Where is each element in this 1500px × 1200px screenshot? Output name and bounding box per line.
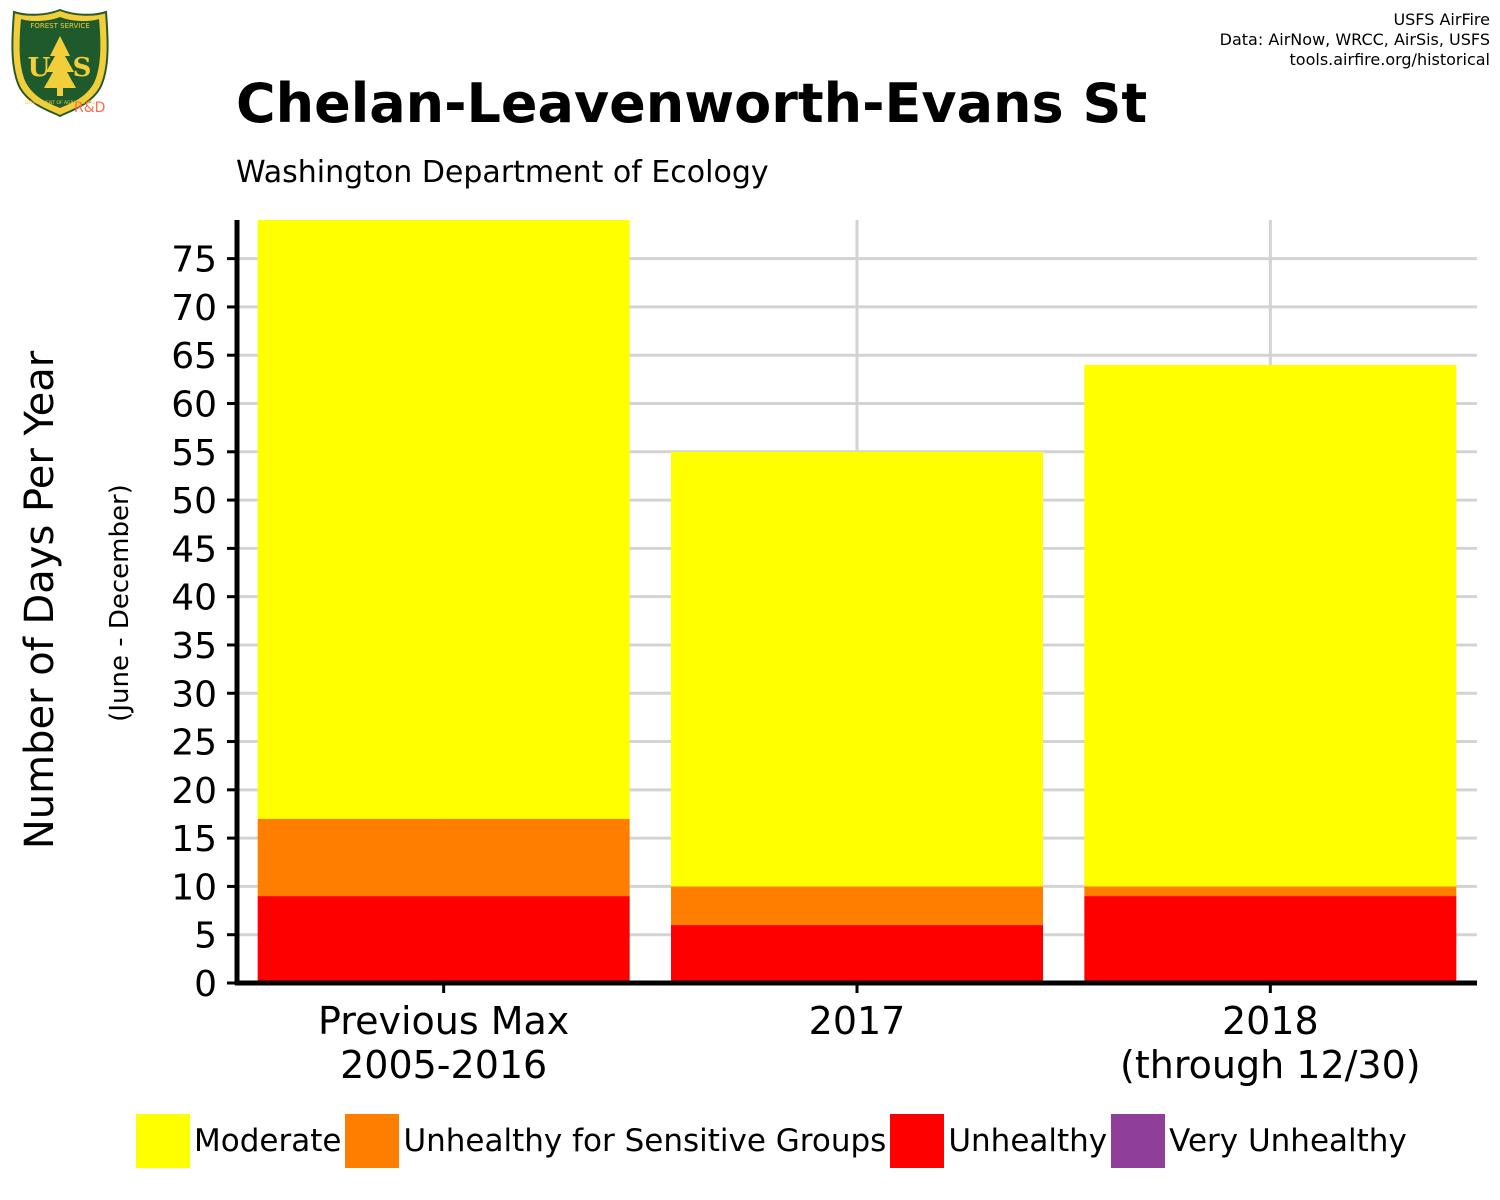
- legend-swatch: [136, 1114, 190, 1168]
- legend-label: Very Unhealthy: [1169, 1123, 1407, 1159]
- logo-main-right: S: [73, 53, 92, 83]
- chart-subtitle: Washington Department of Ecology: [236, 155, 769, 190]
- credits: USFS AirFire Data: AirNow, WRCC, AirSis,…: [1220, 10, 1490, 70]
- y-tick-label: 20: [171, 771, 217, 812]
- credit-line: USFS AirFire: [1393, 10, 1490, 29]
- bar-moderate: [671, 451, 1043, 887]
- bar-unhealthy: [671, 925, 1043, 983]
- y-tick-label: 35: [171, 626, 217, 667]
- x-tick-label: 2005-2016: [340, 1043, 547, 1087]
- legend-swatch: [345, 1114, 400, 1168]
- y-tick-label: 15: [171, 819, 217, 860]
- legend-swatch: [890, 1114, 945, 1168]
- legend: Moderate Unhealthy for Sensitive Groups …: [136, 1113, 1411, 1169]
- x-tick-label: 2018: [1222, 999, 1319, 1043]
- bar-unhealthy: [257, 896, 630, 983]
- legend-label: Unhealthy: [948, 1123, 1108, 1159]
- y-tick-label: 75: [171, 240, 217, 281]
- y-tick-label: 25: [171, 723, 217, 764]
- chart-title: Chelan-Leavenworth-Evans St: [236, 72, 1148, 135]
- legend-item-usg: Unhealthy for Sensitive Groups: [345, 1114, 886, 1168]
- y-tick-label: 60: [171, 385, 217, 426]
- legend-label: Moderate: [194, 1123, 342, 1159]
- logo-tag: R&D: [74, 100, 106, 116]
- y-tick-label: 50: [171, 481, 217, 522]
- x-tick-label: 2017: [809, 999, 906, 1043]
- y-tick-label: 55: [171, 433, 217, 474]
- y-tick-label: 40: [171, 578, 217, 619]
- legend-item-moderate: Moderate: [136, 1114, 341, 1168]
- logo-main-left: U: [28, 53, 51, 83]
- y-tick-label: 10: [171, 867, 217, 908]
- y-tick-label: 5: [194, 916, 217, 957]
- y-tick-label: 0: [194, 964, 217, 1005]
- y-tick-label: 45: [171, 529, 217, 570]
- y-tick-label: 65: [171, 336, 217, 377]
- legend-swatch: [1111, 1114, 1166, 1168]
- x-tick-label: Previous Max: [318, 999, 569, 1043]
- legend-item-unhealthy: Unhealthy: [890, 1114, 1107, 1168]
- bar-unhealthy-for-sensitive-groups: [257, 818, 630, 897]
- legend-label: Unhealthy for Sensitive Groups: [403, 1123, 887, 1159]
- bar-unhealthy-for-sensitive-groups: [671, 886, 1043, 926]
- bar-unhealthy-for-sensitive-groups: [1084, 886, 1457, 897]
- x-tick-label: (through 12/30): [1120, 1043, 1421, 1087]
- bar-moderate: [257, 220, 630, 819]
- usfs-shield-icon: U S FOREST SERVICE DEPARTMENT OF AGRICUL…: [11, 8, 109, 118]
- usfs-logo: U S FOREST SERVICE DEPARTMENT OF AGRICUL…: [10, 8, 110, 118]
- bar-moderate: [1084, 364, 1457, 887]
- logo-top-text: FOREST SERVICE: [30, 22, 89, 30]
- credit-line: Data: AirNow, WRCC, AirSis, USFS: [1219, 30, 1490, 49]
- y-tick-label: 30: [171, 674, 217, 715]
- legend-item-very-unhealthy: Very Unhealthy: [1111, 1114, 1407, 1168]
- bar-unhealthy: [1084, 896, 1457, 983]
- y-tick-label: 70: [171, 288, 217, 329]
- logo-bottom-text: DEPARTMENT OF AGRICULTURE: [25, 100, 96, 106]
- credit-line: tools.airfire.org/historical: [1289, 50, 1490, 69]
